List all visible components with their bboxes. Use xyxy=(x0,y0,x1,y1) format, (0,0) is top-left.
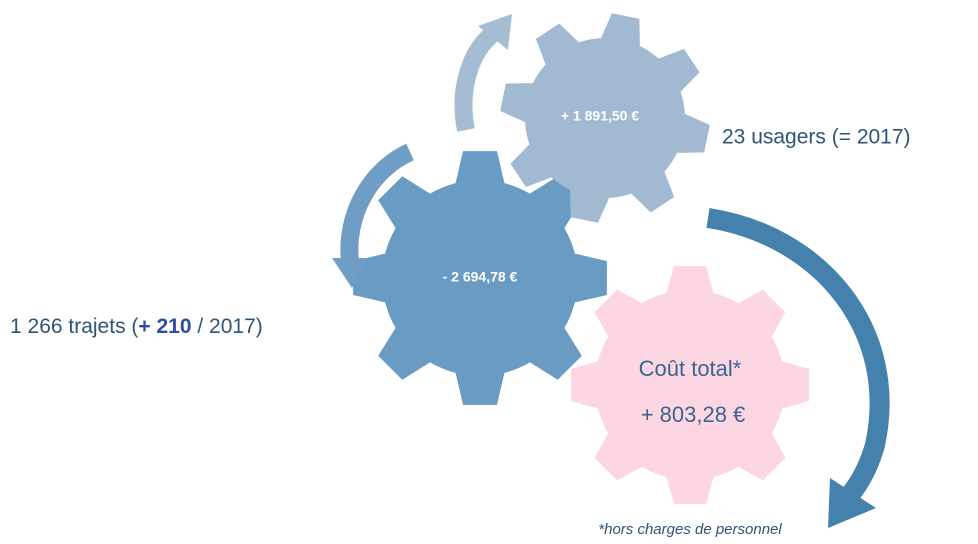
arrow xyxy=(454,24,501,132)
gears xyxy=(353,13,809,504)
caption-part: 1 266 trajets ( xyxy=(10,315,138,338)
gear-label: + 803,28 € xyxy=(641,402,746,427)
arrow xyxy=(340,143,415,263)
arrow xyxy=(706,208,890,502)
gear xyxy=(571,266,809,504)
caption-part: + 210 xyxy=(138,315,191,338)
caption-part: / 2017) xyxy=(192,315,263,338)
arrowhead xyxy=(478,14,512,50)
gear xyxy=(353,151,607,405)
arrowhead xyxy=(828,478,876,528)
gear-label: - 2 694,78 € xyxy=(443,269,518,285)
gear-caption: 1 266 trajets (+ 210 / 2017) xyxy=(10,315,263,338)
footnote: *hors charges de personnel xyxy=(598,521,782,538)
gear-caption: 23 usagers (= 2017) xyxy=(722,126,911,149)
gear-label: + 1 891,50 € xyxy=(561,108,639,124)
gear-label: Coût total* xyxy=(639,356,742,381)
arrowhead xyxy=(332,258,368,288)
gear xyxy=(500,13,710,223)
